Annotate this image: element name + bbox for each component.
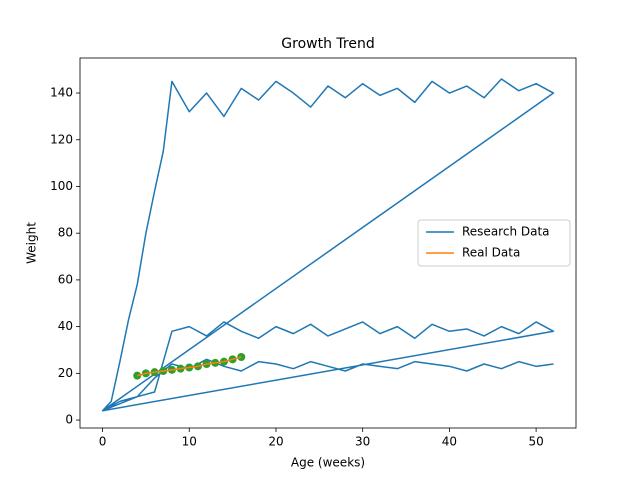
- y-axis-label: Weight: [25, 222, 39, 264]
- x-tick-label: 40: [442, 435, 457, 449]
- x-tick-label: 20: [268, 435, 283, 449]
- y-tick-label: 100: [50, 179, 73, 193]
- y-tick-label: 20: [58, 366, 73, 380]
- y-tick-label: 80: [58, 226, 73, 240]
- legend-label: Real Data: [462, 246, 520, 260]
- legend-box: [417, 219, 571, 267]
- x-tick-label: 30: [355, 435, 370, 449]
- y-tick-label: 120: [50, 132, 73, 146]
- x-tick-label: 0: [99, 435, 107, 449]
- chart-title: Growth Trend: [281, 36, 374, 52]
- x-tick-label: 50: [528, 435, 543, 449]
- y-tick-label: 60: [58, 272, 73, 286]
- x-tick-label: 10: [182, 435, 197, 449]
- data-line: [137, 356, 242, 377]
- data-line: [101, 78, 555, 412]
- legend-label: Research Data: [462, 225, 550, 239]
- y-tick-label: 40: [58, 319, 73, 333]
- x-axis-label: Age (weeks): [291, 456, 365, 470]
- axes-frame: [79, 57, 577, 429]
- y-tick-label: 140: [50, 86, 73, 100]
- y-tick-label: 0: [65, 413, 73, 427]
- plot: [101, 78, 555, 412]
